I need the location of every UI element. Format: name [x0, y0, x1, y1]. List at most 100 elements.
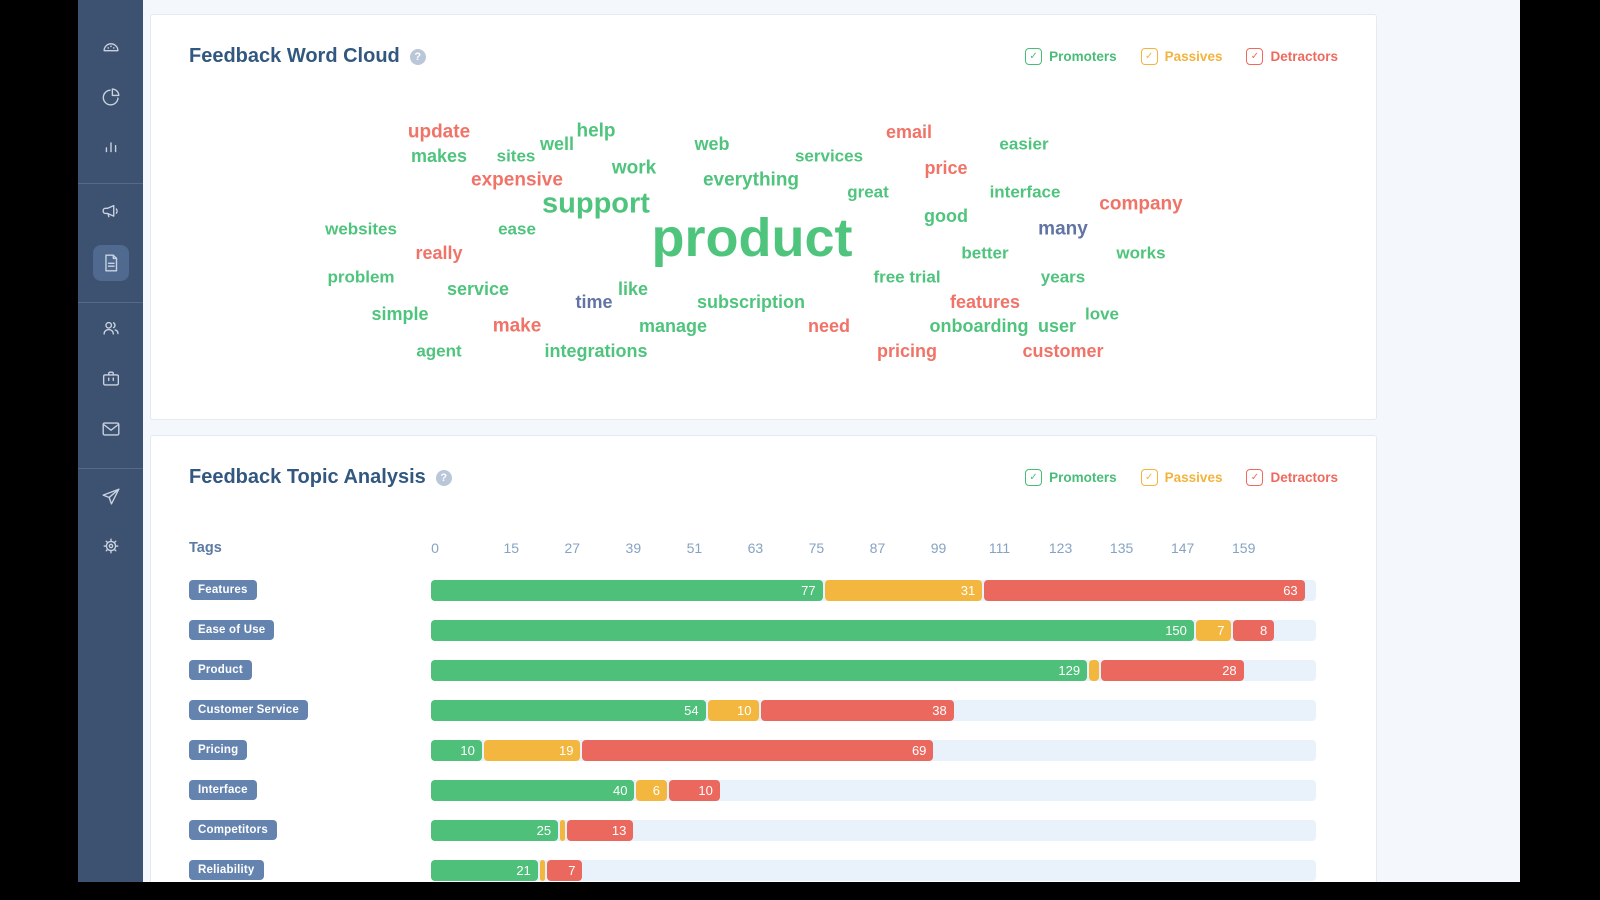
tags-column-header: Tags	[189, 540, 222, 556]
bar-segment-d: 8	[1233, 619, 1275, 641]
cloud-word: integrations	[544, 341, 648, 361]
x-axis-tick: 147	[1170, 540, 1195, 556]
topic-analysis-chart: Tags ? 01527395163758799111123135147159 …	[189, 536, 1338, 882]
bar-segment-p: 129	[431, 659, 1088, 681]
help-icon[interactable]: ?	[409, 48, 426, 65]
cloud-word: manage	[638, 316, 708, 336]
x-axis-tick: 111	[988, 540, 1011, 556]
cloud-word: well	[539, 134, 575, 154]
checkbox-passives[interactable]: ✓	[1140, 48, 1158, 65]
cloud-word: pricing	[876, 341, 938, 361]
cloud-word: expensive	[471, 169, 563, 191]
nps-legend: ✓ Promoters ✓ Passives ✓ Detractors	[1025, 469, 1338, 486]
topic-analysis-card: Feedback Topic Analysis ? ✓ Promoters ✓ …	[150, 435, 1377, 882]
cloud-word: love	[1084, 304, 1120, 324]
cloud-word: sites	[496, 146, 536, 166]
legend-promoters[interactable]: ✓ Promoters	[1025, 48, 1117, 65]
legend-detractors-label: Detractors	[1270, 49, 1338, 64]
cloud-word: really	[415, 243, 463, 263]
sidebar-item-inbox[interactable]	[93, 411, 129, 447]
cloud-word: web	[694, 134, 730, 154]
sidebar-item-reports[interactable]	[93, 79, 129, 115]
cloud-word: good	[924, 206, 968, 226]
word-cloud-card: Feedback Word Cloud ? ✓ Promoters ✓ Pass…	[150, 14, 1377, 420]
sidebar-item-surveys[interactable]	[93, 245, 129, 281]
topic-analysis-title: Feedback Topic Analysis ?	[189, 466, 452, 489]
tag-badge[interactable]: Customer Service	[189, 700, 308, 720]
megaphone-icon	[102, 204, 118, 218]
card-title-text: Feedback Topic Analysis	[189, 466, 426, 488]
sidebar	[78, 0, 143, 882]
cloud-word: better	[961, 243, 1009, 263]
topic-row: Features 77 31 63	[189, 570, 1338, 610]
bar-segment-d: 28	[1101, 659, 1244, 681]
sidebar-item-companies[interactable]	[93, 361, 129, 397]
help-icon[interactable]: ?	[435, 469, 452, 486]
x-axis-tick: 63	[747, 540, 764, 556]
cloud-word: customer	[1022, 341, 1104, 361]
x-axis-tick: 99	[930, 540, 947, 556]
legend-detractors[interactable]: ✓ Detractors	[1246, 48, 1338, 65]
cloud-word: help	[576, 120, 616, 142]
cloud-word: email	[885, 122, 933, 142]
sidebar-item-contacts[interactable]	[93, 310, 129, 346]
checkbox-detractors[interactable]: ✓	[1246, 469, 1264, 486]
sidebar-item-campaigns[interactable]	[93, 194, 129, 230]
bar-segment-p: 10	[431, 739, 482, 761]
cloud-word: onboarding	[929, 316, 1029, 336]
cloud-word: need	[807, 316, 851, 336]
bar-segment-p: 54	[431, 699, 706, 721]
cloud-word: work	[611, 157, 657, 179]
briefcase-icon	[102, 371, 120, 386]
legend-promoters[interactable]: ✓ Promoters	[1025, 469, 1117, 486]
cloud-word: websites	[325, 219, 397, 239]
checkbox-promoters[interactable]: ✓	[1025, 469, 1043, 486]
cloud-word: works	[1116, 243, 1166, 263]
tag-badge[interactable]: Interface	[189, 780, 257, 800]
cloud-word: time	[575, 292, 613, 312]
x-axis-tick: 27	[564, 540, 581, 556]
legend-passives[interactable]: ✓ Passives	[1140, 48, 1222, 65]
sidebar-item-analytics[interactable]	[93, 129, 129, 165]
tag-badge[interactable]: Product	[189, 660, 252, 680]
bar-track: 21 7	[431, 859, 1316, 881]
bar-segment-p: 77	[431, 579, 823, 601]
checkbox-detractors[interactable]: ✓	[1246, 48, 1264, 65]
legend-detractors[interactable]: ✓ Detractors	[1246, 469, 1338, 486]
tag-badge[interactable]: Competitors	[189, 820, 277, 840]
topic-row: Ease of Use 150 7 8	[189, 610, 1338, 650]
tag-badge[interactable]: Reliability	[189, 860, 264, 880]
cloud-word: features	[949, 292, 1021, 312]
cloud-word: services	[794, 146, 864, 166]
tag-badge[interactable]: Pricing	[189, 740, 248, 760]
document-icon	[105, 254, 118, 272]
bar-segment-p: 21	[431, 859, 538, 881]
cloud-word: ease	[498, 219, 536, 239]
tag-badge[interactable]: Features	[189, 580, 257, 600]
gauge-icon	[103, 43, 119, 52]
legend-passives[interactable]: ✓ Passives	[1140, 469, 1222, 486]
cloud-word: like	[617, 279, 649, 299]
send-icon	[102, 488, 120, 505]
bar-segment-pa: 10	[707, 699, 759, 721]
tag-badge[interactable]: Ease of Use	[189, 620, 275, 640]
bar-segment-d: 38	[760, 699, 954, 721]
cloud-word: everything	[702, 169, 800, 191]
cloud-word: makes	[410, 146, 468, 166]
sidebar-divider	[78, 468, 143, 469]
cloud-word: years	[1040, 267, 1086, 287]
bar-segment-p: 25	[431, 819, 559, 841]
cloud-word: easier	[999, 134, 1049, 154]
cloud-word: many	[1038, 218, 1088, 240]
cloud-word: interface	[989, 182, 1061, 202]
sidebar-item-dashboard[interactable]	[93, 29, 129, 65]
cloud-word: price	[924, 158, 968, 178]
topic-row: Product 129 28	[189, 650, 1338, 690]
checkbox-promoters[interactable]: ✓	[1025, 48, 1043, 65]
sidebar-item-settings[interactable]	[93, 528, 129, 564]
checkbox-passives[interactable]: ✓	[1140, 469, 1158, 486]
bar-track: 54 10 38	[431, 699, 1316, 721]
sidebar-item-send[interactable]	[93, 479, 129, 515]
legend-detractors-label: Detractors	[1270, 470, 1338, 485]
